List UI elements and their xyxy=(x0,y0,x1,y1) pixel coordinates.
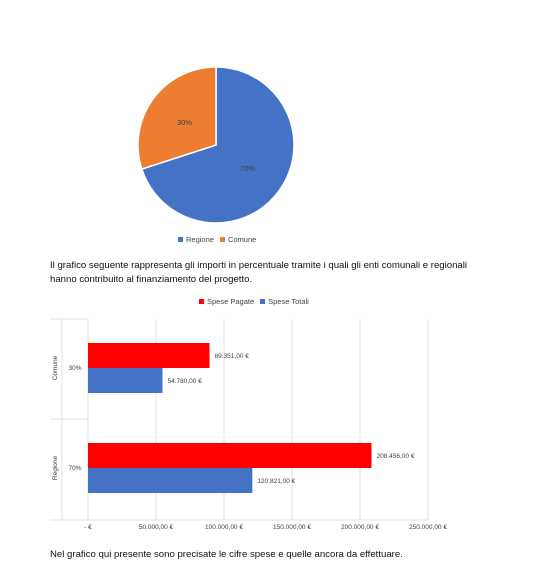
pie-slice-regione xyxy=(140,66,295,224)
legend-swatch-spese-pagate xyxy=(199,299,204,304)
legend-swatch-comune xyxy=(219,237,225,242)
legend-swatch-regione xyxy=(178,237,183,242)
legend-item-spese-pagate: Spese Pagate xyxy=(199,297,254,306)
outro-paragraph: Nel grafico qui presente sono precisate … xyxy=(50,549,403,560)
x-tick-label: 50.000,00 € xyxy=(139,524,174,531)
legend-label-comune: Comune xyxy=(227,235,257,244)
bar-label-spese-totali-comune: 54.780,00 € xyxy=(168,378,203,385)
pie-slice-comune xyxy=(137,66,217,171)
legend-label-spese-totali: Spese Totali xyxy=(268,297,309,306)
bar-spese-pagate-comune xyxy=(88,343,210,368)
bar-spese-totali-regione xyxy=(88,468,253,493)
legend-label-regione: Regione xyxy=(186,235,214,244)
x-tick-label: 100.000,00 € xyxy=(205,524,243,531)
bar-legend: Spese Pagate Spese Totali xyxy=(199,297,315,306)
category-percent-comune: 30% xyxy=(68,365,81,372)
x-tick-label: 200.000,00 € xyxy=(341,524,379,531)
category-percent-regione: 70% xyxy=(68,465,81,472)
category-label-regione: Regione xyxy=(52,456,59,481)
bar-spese-totali-comune xyxy=(88,368,163,393)
legend-item-regione: Regione xyxy=(178,235,214,244)
legend-label-spese-pagate: Spese Pagate xyxy=(207,297,255,306)
intro-paragraph: Il grafico seguente rappresenta gli impo… xyxy=(50,260,468,285)
legend-item-comune: Comune xyxy=(219,235,257,244)
legend-item-spese-totali: Spese Totali xyxy=(260,297,309,306)
x-tick-label: 150.000,00 € xyxy=(273,524,311,531)
pie-label-regione: 70% xyxy=(240,164,255,173)
legend-swatch-spese-totali xyxy=(260,299,266,304)
x-tick-label: - € xyxy=(84,524,92,531)
bar-spese-pagate-regione xyxy=(88,443,372,468)
bar-label-spese-pagate-regione: 208.456,00 € xyxy=(377,453,415,460)
pie-label-comune: 30% xyxy=(177,118,192,127)
bar-label-spese-pagate-comune: 89.351,00 € xyxy=(215,353,250,360)
bar-label-spese-totali-regione: 120.821,00 € xyxy=(257,478,295,485)
pie-legend: Regione Comune xyxy=(178,235,262,244)
bar-chart: - € 50.000,00 € 100.000,00 € 150.000,00 € 20… xyxy=(50,318,447,531)
category-label-comune: Comune xyxy=(52,355,59,380)
pie-chart: 70% 30% xyxy=(137,66,295,224)
x-tick-label: 250.000,00 € xyxy=(409,524,447,531)
